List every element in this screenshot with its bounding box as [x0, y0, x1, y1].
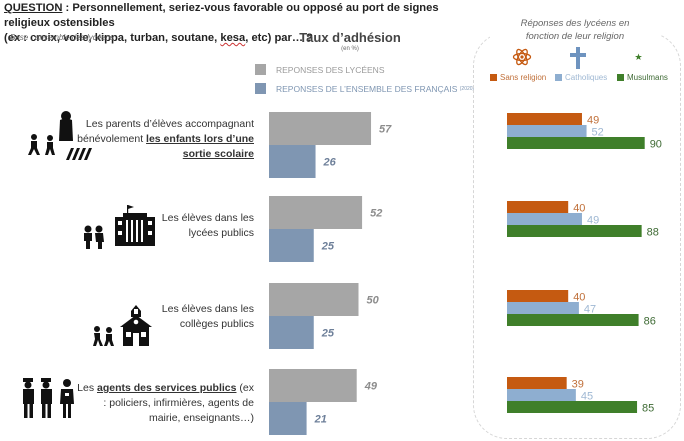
parents-children-icon-group: [28, 108, 98, 168]
right-bar-sans-religion-0: [507, 113, 582, 125]
students-schoolhouse-icon-group: [92, 305, 162, 355]
left-bar-francais-1: [269, 229, 314, 262]
legend-label-year: (2020): [459, 85, 475, 92]
left-bar-lyceens-2: [269, 283, 359, 316]
question-line1: : Personnellement, seriez-vous favorable…: [4, 2, 439, 29]
left-bar-label-lyceens-0: 57: [379, 124, 392, 136]
left-bar-label-lyceens-2: 50: [367, 295, 380, 307]
base-note: Base : ensemble des lycéens: [10, 33, 115, 42]
row-label-lycees: Les élèves dans les lycées publics: [144, 211, 254, 241]
right-bar-label-musulmans-1: 88: [647, 227, 659, 239]
chart-subtitle: (en %): [341, 46, 359, 52]
right-bar-musulmans-1: [507, 225, 642, 237]
right-bar-sans-religion-1: [507, 201, 569, 213]
religion-panel-title: Réponses des lycéens en fonction de leur…: [490, 17, 660, 43]
right-bar-sans-religion-3: [507, 377, 567, 389]
row-label-agents-bold: agents des services publics: [97, 382, 237, 394]
nurse-icon: [60, 379, 74, 418]
right-bar-label-sans-religion-1: 40: [573, 203, 585, 215]
cross-icon: [569, 47, 587, 73]
students-icon: [84, 225, 104, 249]
police-officer-icon: [23, 378, 52, 418]
row-label-agents-plain: Les: [77, 382, 97, 394]
right-bar-label-musulmans-2: 86: [644, 316, 656, 328]
left-bar-francais-2: [269, 316, 314, 349]
veiled-parent-icon: [59, 111, 73, 141]
students-highschool-icon-group: [82, 205, 160, 255]
legend-label-francais: REPONSES DE L’ENSEMBLE DES FRANÇAIS: [276, 83, 458, 94]
legend-label-lyceens: REPONSES DES LYCÉENS: [276, 64, 385, 75]
right-bar-catholiques-2: [507, 302, 579, 314]
left-bar-lyceens-3: [269, 369, 357, 402]
left-bar-francais-3: [269, 402, 307, 435]
legend-swatch-sans-religion: [490, 74, 497, 81]
legend-swatch-lyceens: [255, 64, 266, 75]
question-line2a: (ex : croix, voile, kippa, turban, souta…: [4, 32, 221, 44]
legend-catholiques: Catholiques: [555, 73, 607, 82]
row-label-parents: Les parents d’élèves accompagnant bénévo…: [74, 117, 254, 162]
children-walking-icon: [93, 326, 114, 346]
right-bar-label-sans-religion-2: 40: [573, 292, 585, 304]
chart-title: Taux d’adhésion: [299, 30, 401, 45]
left-bar-francais-0: [269, 145, 316, 178]
row-label-colleges-plain: Les élèves dans les collèges publics: [161, 303, 254, 330]
religion-panel-title-line2: fonction de leur religion: [525, 31, 625, 42]
legend-sans-religion: Sans religion: [490, 73, 546, 82]
police-nurse-icon-group: [20, 378, 78, 425]
question-line2b: , etc) par… ?: [245, 32, 313, 44]
right-bar-label-musulmans-3: 85: [642, 403, 654, 415]
highschool-building-icon: [115, 205, 155, 246]
question-text: QUESTION : Personnellement, seriez-vous …: [4, 1, 474, 46]
right-bar-catholiques-0: [507, 125, 587, 137]
right-bar-musulmans-0: [507, 137, 645, 149]
legend-musulmans: Musulmans: [617, 73, 668, 82]
right-bar-label-musulmans-0: 90: [650, 139, 662, 151]
right-bar-catholiques-3: [507, 389, 576, 401]
right-bar-sans-religion-2: [507, 290, 569, 302]
right-bar-label-catholiques-2: 47: [584, 304, 596, 316]
row-label-agents-after: (ex : policiers, infirmières, agents de …: [103, 382, 254, 424]
right-bar-musulmans-3: [507, 401, 638, 413]
legend-francais: REPONSES DE L’ENSEMBLE DES FRANÇAIS (202…: [255, 83, 474, 94]
right-bar-label-catholiques-0: 52: [592, 127, 604, 139]
right-bar-label-sans-religion-0: 49: [587, 115, 599, 127]
atom-icon: [512, 47, 532, 71]
legend-label-catholiques: Catholiques: [565, 73, 608, 82]
row-label-parents-bold: les enfants lors d’une sortie scolaire: [146, 133, 254, 160]
left-bar-label-francais-1: 25: [321, 241, 335, 253]
left-bar-label-lyceens-1: 52: [370, 208, 382, 220]
right-bar-label-catholiques-3: 45: [581, 391, 593, 403]
crescent-star-icon: [625, 47, 645, 71]
row-label-colleges: Les élèves dans les collèges publics: [144, 302, 254, 332]
left-bar-label-lyceens-3: 49: [364, 381, 378, 393]
schoolhouse-icon: [120, 305, 152, 346]
legend-label-musulmans: Musulmans: [627, 73, 668, 82]
child-walking-icon: [28, 134, 55, 155]
legend-swatch-musulmans: [617, 74, 624, 81]
left-bar-label-francais-3: 21: [314, 414, 327, 426]
row-label-parents-plain: Les parents d’élèves accompagnant bénévo…: [77, 118, 254, 145]
question-prefix: QUESTION: [4, 2, 63, 14]
row-label-agents: Les agents des services publics (ex : po…: [74, 381, 254, 426]
right-bar-label-catholiques-1: 49: [587, 215, 599, 227]
legend-swatch-catholiques: [555, 74, 562, 81]
left-bar-lyceens-1: [269, 196, 363, 229]
left-bar-lyceens-0: [269, 112, 372, 145]
question-kesa: kesa: [220, 32, 246, 44]
legend-label-sans-religion: Sans religion: [500, 73, 547, 82]
right-bar-musulmans-2: [507, 314, 639, 326]
left-bar-label-francais-0: 26: [323, 157, 337, 169]
crosswalk-icon: [66, 148, 92, 160]
right-bar-label-sans-religion-3: 39: [572, 379, 584, 391]
legend-swatch-francais: [255, 83, 266, 94]
religion-panel-title-line1: Réponses des lycéens en: [520, 18, 630, 29]
legend-lyceens: REPONSES DES LYCÉENS: [255, 64, 385, 75]
right-bar-catholiques-1: [507, 213, 582, 225]
left-bar-label-francais-2: 25: [321, 328, 335, 340]
row-label-lycees-plain: Les élèves dans les lycées publics: [161, 212, 254, 239]
